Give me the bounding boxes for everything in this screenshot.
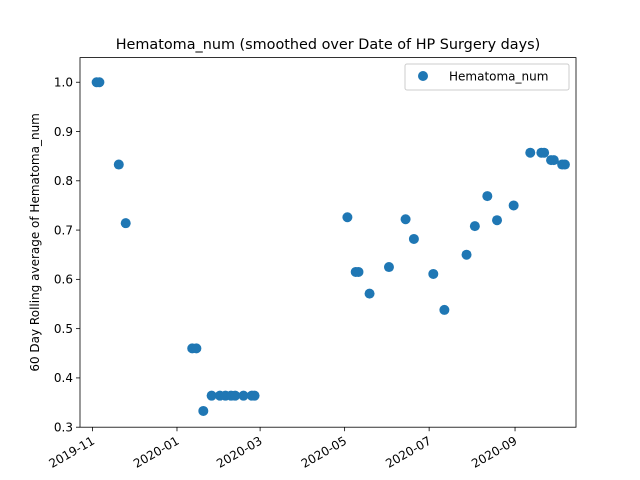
data-point xyxy=(428,268,439,279)
data-point xyxy=(206,390,217,401)
y-tick-label: 0.7 xyxy=(54,223,73,237)
chart-title: Hematoma_num (smoothed over Date of HP S… xyxy=(116,37,541,53)
y-tick-label: 0.4 xyxy=(54,371,73,385)
legend-label: Hematoma_num xyxy=(449,70,548,84)
data-point xyxy=(559,159,570,170)
data-point xyxy=(238,390,249,401)
data-point xyxy=(400,214,411,225)
data-point xyxy=(249,390,260,401)
data-point xyxy=(342,212,353,223)
data-point xyxy=(439,304,450,315)
data-point xyxy=(492,215,503,226)
data-point xyxy=(469,221,480,232)
legend-box xyxy=(404,63,570,91)
data-point xyxy=(113,159,124,170)
data-point xyxy=(525,147,536,158)
data-point xyxy=(364,288,375,299)
data-point xyxy=(508,200,519,211)
data-point xyxy=(539,147,550,158)
data-point xyxy=(353,266,364,277)
plot-area-frame xyxy=(79,57,577,428)
y-tick-label: 1.0 xyxy=(54,76,73,90)
data-point xyxy=(191,343,202,354)
data-point xyxy=(198,405,209,416)
data-point xyxy=(383,262,394,273)
y-tick-label: 0.5 xyxy=(54,322,73,336)
data-point xyxy=(482,191,493,202)
data-point xyxy=(461,249,472,260)
data-point xyxy=(230,390,241,401)
y-tick-label: 0.9 xyxy=(54,125,73,139)
y-tick-label: 0.6 xyxy=(54,273,73,287)
y-tick-label: 0.8 xyxy=(54,174,73,188)
data-point xyxy=(120,218,131,229)
data-point xyxy=(408,233,419,244)
y-axis-label: 60 Day Rolling average of Hematoma_num xyxy=(28,113,42,372)
data-point xyxy=(94,77,105,88)
legend-marker xyxy=(418,71,428,81)
data-point xyxy=(548,155,559,166)
legend: Hematoma_num xyxy=(404,63,570,91)
data-points xyxy=(91,77,570,416)
y-axis: 0.3 0.4 0.5 0.6 0.7 0.8 0.9 1.0 xyxy=(54,76,80,435)
y-tick-label: 0.3 xyxy=(54,421,73,435)
